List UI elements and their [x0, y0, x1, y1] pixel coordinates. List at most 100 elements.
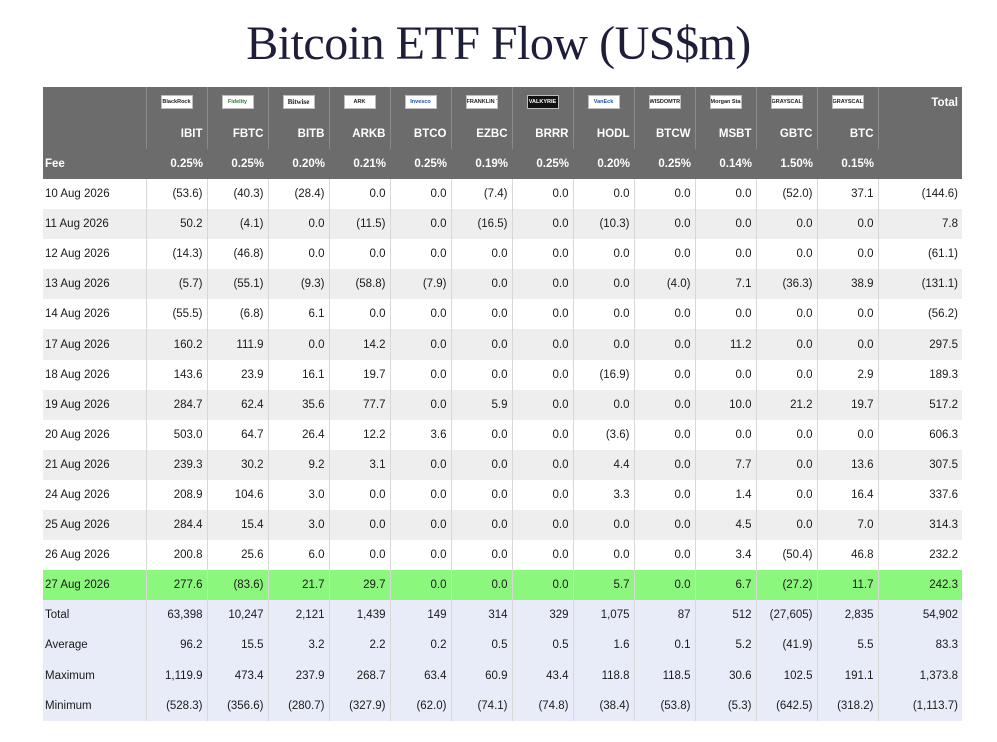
- flow-cell: 208.9: [146, 479, 208, 511]
- ticker-header: HODL: [573, 118, 635, 149]
- stats-cell: 43.4: [512, 660, 574, 691]
- stats-cell: (27,605): [756, 600, 818, 631]
- flow-cell: 4.5: [695, 510, 757, 541]
- flow-cell: 0.0: [512, 269, 574, 300]
- logo-cell: FRANKLIN TEMPLETON: [451, 87, 513, 118]
- flow-cell: 15.4: [207, 510, 269, 541]
- flow-cell: 3.0: [268, 479, 330, 511]
- logo-cell: Bitwise: [268, 87, 330, 118]
- flow-cell: 503.0: [146, 419, 208, 450]
- flow-cell: 0.0: [695, 239, 757, 270]
- flow-cell: (10.3): [573, 209, 635, 240]
- flow-cell: 0.0: [512, 389, 574, 420]
- flow-cell: 0.0: [512, 359, 574, 390]
- table-row: 17 Aug 2026 160.2 111.9 0.0 14.2 0.0 0.0 0.0 0.0…: [43, 329, 962, 360]
- flow-cell: 0.0: [756, 359, 818, 390]
- flow-cell: 10.0: [695, 389, 757, 420]
- flow-cell: 4.4: [573, 449, 635, 480]
- stats-cell: 2,121: [268, 600, 330, 631]
- valkyrie-logo: VALKYRIE: [527, 96, 558, 109]
- stats-cell: (74.1): [451, 690, 513, 721]
- flow-cell: 0.0: [512, 239, 574, 270]
- table-row: 26 Aug 2026 200.8 25.6 6.0 0.0 0.0 0.0 0.0 0.0 0.…: [43, 540, 962, 571]
- flow-cell: 0.0: [512, 299, 574, 330]
- flow-cell: 0.0: [634, 329, 696, 360]
- logo-cell: VanEck: [573, 87, 635, 118]
- flow-cell: (52.0): [756, 179, 818, 210]
- fee-blank-cell: [878, 149, 962, 179]
- stats-cell: 5.5: [817, 630, 879, 661]
- row-total-cell: (61.1): [927, 248, 958, 261]
- flow-cell: 0.0: [512, 479, 574, 511]
- stats-label: Average: [43, 630, 147, 661]
- flow-cell: 284.7: [146, 389, 208, 420]
- flow-cell: 12.2: [329, 419, 391, 450]
- stats-cell: 60.9: [451, 660, 513, 691]
- flow-cell: (50.4): [756, 540, 818, 571]
- flow-cell: 0.0: [451, 540, 513, 571]
- logo-cell: Fidelity: [207, 87, 269, 118]
- flow-cell: 0.0: [817, 299, 879, 330]
- flow-cell: 6.1: [268, 299, 330, 330]
- flow-cell: 0.0: [451, 239, 513, 270]
- stats-cell: (280.7): [268, 690, 330, 721]
- flow-cell: 0.0: [695, 419, 757, 450]
- flow-cell: 0.0: [634, 449, 696, 480]
- flow-cell: 0.0: [634, 179, 696, 210]
- stats-cell: 268.7: [329, 660, 391, 691]
- flow-cell: 0.0: [268, 209, 330, 240]
- flow-cell: 7.1: [695, 269, 757, 300]
- flow-cell: 25.6: [207, 540, 269, 571]
- flow-cell: 0.0: [512, 449, 574, 480]
- flow-cell: 0.0: [573, 269, 635, 300]
- header-blank-cell: [878, 118, 962, 149]
- flow-cell: 77.7: [329, 389, 391, 420]
- stats-cell: (5.3): [695, 690, 757, 721]
- row-total-cell: 242.3: [878, 570, 962, 601]
- flow-cell: 46.8: [817, 540, 879, 571]
- stats-cell: (642.5): [756, 690, 818, 721]
- flow-cell: 0.0: [390, 479, 452, 511]
- flow-cell: 0.0: [512, 510, 574, 541]
- header-blank-cell: [43, 87, 147, 118]
- fee-cell: 1.50%: [756, 149, 817, 179]
- flow-cell: 3.3: [573, 479, 635, 511]
- flow-cell: (58.8): [329, 269, 391, 300]
- flow-cell: 1.4: [695, 479, 757, 511]
- stats-cell: 0.5: [512, 630, 574, 661]
- grayscale-mini-logo: GRAYSCALE: [832, 96, 863, 109]
- date-cell: 21 Aug 2026: [43, 449, 147, 480]
- wisdomtree-logo: WISDOMTREE: [649, 96, 680, 109]
- flow-cell: 0.0: [268, 329, 330, 360]
- flow-cell: (6.8): [207, 299, 269, 330]
- flow-cell: 0.0: [390, 389, 452, 420]
- stats-cell: 102.5: [756, 660, 818, 691]
- date-cell: 19 Aug 2026: [43, 389, 147, 420]
- stats-cell: 314: [451, 600, 513, 631]
- flow-cell: 11.2: [695, 329, 757, 360]
- flow-cell: 0.0: [329, 510, 391, 541]
- flow-cell: 0.0: [756, 449, 818, 480]
- stats-cell: 473.4: [207, 660, 269, 691]
- stats-cell: (318.2): [817, 690, 879, 721]
- etf-flow-table: BlackRock Fidelity Bitwise ARK Invesco FRANKL…: [43, 87, 962, 721]
- stats-row: Minimum (528.3) (356.6) (280.7) (327.9) (62.0…: [43, 690, 962, 721]
- flow-cell: 16.4: [817, 479, 879, 511]
- flow-cell: 111.9: [207, 329, 269, 360]
- flow-cell: (36.3): [756, 269, 818, 300]
- fee-cell: 0.21%: [329, 149, 390, 179]
- stats-cell: 87: [634, 600, 696, 631]
- logo-cell: GRAYSCALE: [817, 87, 879, 118]
- flow-cell: (14.3): [146, 239, 208, 270]
- stats-cell: 512: [695, 600, 757, 631]
- stats-cell: (74.8): [512, 690, 574, 721]
- row-total-cell: 232.2: [929, 549, 958, 562]
- logo-cell: GRAYSCALE: [756, 87, 818, 118]
- flow-cell: 0.0: [512, 209, 574, 240]
- invesco-logo: Invesco: [405, 96, 436, 109]
- stats-cell: 191.1: [817, 660, 879, 691]
- flow-cell: 0.0: [329, 299, 391, 330]
- ticker-header: FBTC: [207, 118, 269, 149]
- flow-cell: 7.7: [695, 449, 757, 480]
- ticker-header: BTC: [817, 118, 879, 149]
